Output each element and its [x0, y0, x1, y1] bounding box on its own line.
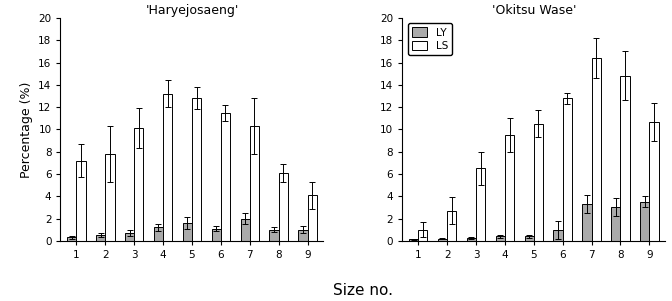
Bar	[308, 195, 317, 241]
Bar	[554, 230, 562, 241]
Bar	[192, 98, 201, 241]
Bar	[640, 202, 649, 241]
Bar	[125, 233, 134, 241]
Bar	[438, 239, 447, 241]
Bar	[298, 230, 308, 241]
Bar	[221, 113, 230, 241]
Bar	[583, 204, 591, 241]
Bar	[620, 76, 630, 241]
Bar	[534, 124, 543, 241]
Bar	[250, 126, 259, 241]
Bar	[212, 228, 221, 241]
Bar	[409, 239, 418, 241]
Bar	[562, 98, 572, 241]
Bar	[476, 169, 485, 241]
Bar	[67, 237, 77, 241]
Legend: LY, LS: LY, LS	[407, 23, 452, 55]
Bar	[649, 122, 659, 241]
Bar	[525, 236, 534, 241]
Bar	[279, 173, 288, 241]
Bar	[467, 238, 476, 241]
Bar	[106, 154, 114, 241]
Bar	[154, 228, 163, 241]
Title: 'Haryejosaeng': 'Haryejosaeng'	[145, 4, 239, 17]
Bar	[505, 135, 514, 241]
Bar	[77, 161, 85, 241]
Title: 'Okitsu Wase': 'Okitsu Wase'	[491, 4, 576, 17]
Bar	[163, 94, 172, 241]
Bar	[612, 207, 620, 241]
Bar	[269, 230, 279, 241]
Y-axis label: Percentage (%): Percentage (%)	[19, 81, 33, 178]
Bar	[447, 211, 456, 241]
Bar	[591, 58, 601, 241]
Bar	[183, 223, 192, 241]
Bar	[496, 236, 505, 241]
Text: Size no.: Size no.	[333, 283, 393, 298]
Bar	[418, 230, 427, 241]
Bar	[241, 219, 250, 241]
Bar	[134, 128, 143, 241]
Bar	[96, 235, 106, 241]
